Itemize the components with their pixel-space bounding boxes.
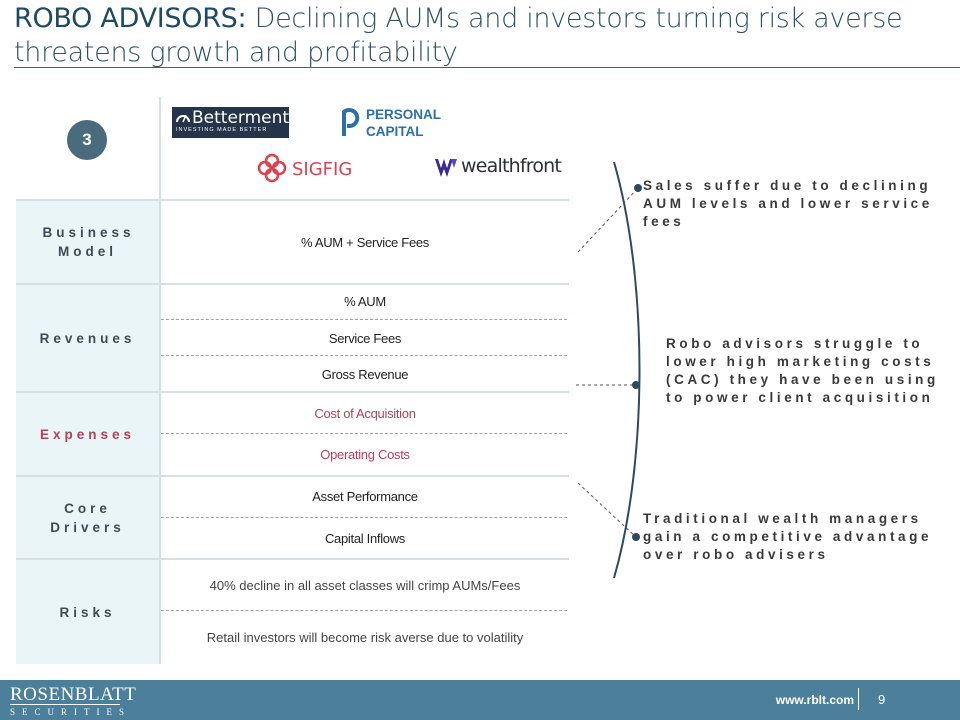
- annotation-marketing-costs: Robo advisors struggle to lower high mar…: [666, 336, 939, 405]
- dashed-separator: [161, 610, 567, 611]
- sigfig-logo: SIGFIG: [255, 151, 352, 190]
- table-vertical-divider: [159, 97, 161, 664]
- wealthfront-logo: wealthfront: [435, 155, 562, 182]
- row-label-text: Core Drivers: [50, 500, 125, 535]
- footer-separator: [858, 688, 859, 710]
- row-label-text: Risks: [59, 604, 116, 620]
- betterment-tagline: INVESTING MADE BETTER: [176, 127, 268, 133]
- personal-capital-mark-icon: [342, 108, 360, 136]
- slide-title-prefix: ROBO ADVISORS:: [14, 3, 247, 34]
- row-label-expenses: Expenses: [16, 393, 159, 475]
- betterment-mark-icon: [176, 114, 190, 123]
- annotation-competition: Traditional wealth managers gain a compe…: [643, 511, 933, 562]
- revenue-item-aum: % AUM: [344, 294, 386, 309]
- dashed-separator: [161, 517, 567, 518]
- betterment-logo: Betterment INVESTING MADE BETTER: [172, 107, 289, 138]
- title-divider: [14, 67, 960, 68]
- brand-name: ROSENBLATT: [10, 684, 137, 705]
- website-link[interactable]: www.rblt.com: [775, 693, 854, 707]
- row-label-business-model: Business Model: [16, 201, 159, 283]
- row-divider: [16, 199, 569, 201]
- row-divider: [16, 391, 569, 393]
- step-number-badge: 3: [67, 120, 107, 160]
- footer-bar: ROSENBLATT SECURITIES www.rblt.com 9: [0, 680, 960, 720]
- dashed-separator: [161, 355, 567, 356]
- risk-item-risk-averse: Retail investors will become risk averse…: [206, 630, 524, 645]
- wealthfront-name: wealthfront: [461, 155, 562, 177]
- sigfig-mark-icon: [257, 153, 287, 183]
- expense-item-operating: Operating Costs: [320, 447, 410, 462]
- bracket-connector-graphic: [576, 161, 642, 579]
- row-divider: [16, 558, 569, 560]
- annotation-sales: Sales suffer due to declining AUM levels…: [643, 178, 933, 229]
- row-divider: [16, 283, 569, 285]
- row-label-text: Revenues: [39, 330, 136, 346]
- row-label-text: Expenses: [39, 426, 136, 442]
- dashed-separator: [161, 319, 567, 320]
- dashed-separator: [161, 433, 567, 434]
- wealthfront-mark-icon: [435, 159, 457, 177]
- personal-capital-line1: PERSONAL: [366, 107, 442, 122]
- brand-subtitle: SECURITIES: [10, 707, 132, 717]
- expense-item-acquisition: Cost of Acquisition: [314, 406, 416, 421]
- business-model-value: % AUM + Service Fees: [300, 235, 430, 250]
- row-label-text: Business Model: [42, 225, 135, 259]
- personal-capital-line2: CAPITAL: [366, 124, 424, 139]
- row-divider: [16, 475, 569, 477]
- row-label-core-drivers: Core Drivers: [16, 477, 159, 558]
- risk-item-asset-decline: 40% decline in all asset classes will cr…: [209, 578, 521, 593]
- row-label-revenues: Revenues: [16, 285, 159, 391]
- slide-title: ROBO ADVISORS: Declining AUMs and invest…: [14, 2, 954, 70]
- driver-item-asset-performance: Asset Performance: [312, 489, 418, 504]
- rosenblatt-logo: ROSENBLATT SECURITIES: [10, 684, 137, 720]
- brand-underline: [10, 704, 120, 705]
- betterment-name: Betterment: [192, 108, 290, 128]
- revenue-item-gross-revenue: Gross Revenue: [321, 367, 409, 382]
- slide-title-text: Declining AUMs and investors turning ris…: [14, 3, 903, 68]
- sigfig-name: SIGFIG: [292, 159, 353, 180]
- row-label-risks: Risks: [16, 560, 159, 664]
- revenue-item-service-fees: Service Fees: [328, 331, 402, 346]
- page-number: 9: [878, 692, 886, 707]
- driver-item-capital-inflows: Capital Inflows: [324, 531, 406, 546]
